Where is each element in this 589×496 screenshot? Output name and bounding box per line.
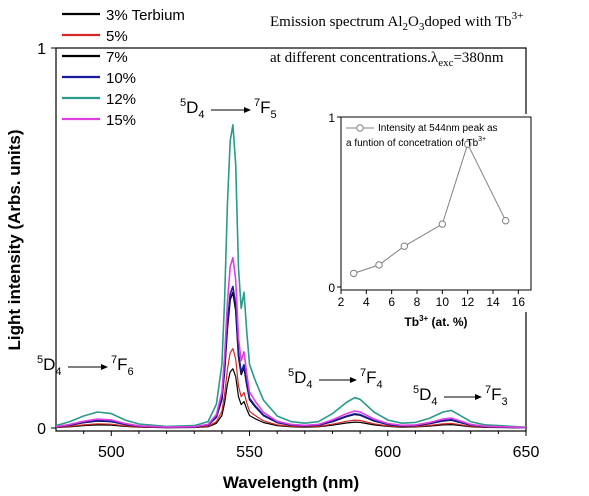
inset-axis-ticks: 2 4 6 8 10 12 14 16 0 1: [328, 111, 525, 309]
inset-data-point: [464, 140, 472, 148]
inset-legend-line-1: Intensity at 544nm peak as: [378, 123, 498, 134]
legend-label: 15%: [106, 112, 136, 129]
inset-data-point: [400, 242, 408, 250]
x-tick-label: 500: [98, 444, 125, 461]
transition-label-1: 5D4 7F6: [37, 354, 134, 378]
main-legend: 3% Terbium 5% 7% 10% 12% 15%: [62, 7, 185, 129]
transition-label-3: 5D4 7F3: [413, 384, 508, 408]
main-series-group: [55, 124, 527, 429]
legend-label: 7%: [106, 49, 128, 66]
transition-arrow-head: [350, 377, 357, 383]
x-tick-label: 650: [513, 444, 540, 461]
inset-legend-marker: [356, 124, 364, 132]
inset-x-tick-label: 4: [363, 295, 370, 309]
transition-arrow-head: [244, 107, 251, 113]
y-tick-label: 0: [37, 421, 46, 438]
inset-legend-line-2: a funtion of concetration of Tb3+: [346, 136, 486, 149]
x-axis-label: Wavelength (nm): [223, 473, 359, 492]
inset-data-point: [350, 269, 358, 278]
transition-initial-state: 5D4: [37, 354, 62, 378]
legend-label: 5%: [106, 28, 128, 45]
inset-x-tick-label: 6: [388, 295, 395, 309]
x-tick-label: 550: [236, 444, 263, 461]
inset-series-group: [350, 140, 510, 278]
inset-data-point: [438, 220, 446, 228]
legend-label: 3% Terbium: [106, 7, 185, 24]
inset-x-axis-label: Tb3+ (at. %): [404, 314, 467, 329]
x-tick-label: 600: [374, 444, 401, 461]
transition-initial-state: 5D4: [180, 97, 205, 121]
transition-arrow-head: [475, 394, 482, 400]
inset-x-tick-label: 2: [338, 295, 345, 309]
y-tick-label: 1: [37, 41, 46, 58]
transition-final-state: 7F5: [254, 97, 277, 121]
inset-x-tick-label: 16: [512, 295, 526, 309]
series-line-4: [55, 124, 527, 428]
inset-x-tick-label: 14: [486, 295, 500, 309]
inset-data-point: [375, 261, 383, 269]
transition-final-state: 7F3: [485, 384, 508, 408]
inset-y-tick-label: 0: [328, 281, 335, 295]
inset-background: [336, 114, 534, 312]
transition-initial-state: 5D4: [413, 384, 438, 408]
inset-data-point: [502, 217, 510, 225]
transition-final-state: 7F4: [360, 367, 383, 391]
main-axis-ticks: 500 550 600 650 0 1: [37, 41, 539, 461]
chart-title-line-1: Emission spectrum Al2O3doped with Tb3+: [270, 10, 523, 33]
legend-label: 12%: [106, 91, 136, 108]
inset-x-tick-label: 12: [461, 295, 475, 309]
y-axis-label: Light intensity (Arbs. units): [5, 130, 24, 351]
transition-label-0: 5D4 7F5: [180, 97, 277, 121]
transition-label-2: 5D4 7F4: [288, 367, 383, 391]
inset-plot-frame: [340, 116, 532, 291]
chart-title-line-2: at different concentrations.λexc=380nm: [270, 50, 504, 69]
inset-x-tick-label: 8: [414, 295, 421, 309]
transition-final-state: 7F6: [111, 354, 134, 378]
transition-arrow-head: [101, 364, 108, 370]
inset-y-tick-label: 1: [328, 111, 335, 125]
transition-initial-state: 5D4: [288, 367, 313, 391]
series-line-5: [55, 256, 527, 429]
inset-series-line: [353, 142, 507, 274]
inset-x-tick-label: 10: [436, 295, 450, 309]
legend-label: 10%: [106, 70, 136, 87]
inset-legend: Intensity at 544nm peak as a funtion of …: [346, 123, 498, 149]
transition-annotations: 5D4 7F5 5D4 7F6 5D4 7F4 5D4 7F3: [37, 97, 508, 408]
